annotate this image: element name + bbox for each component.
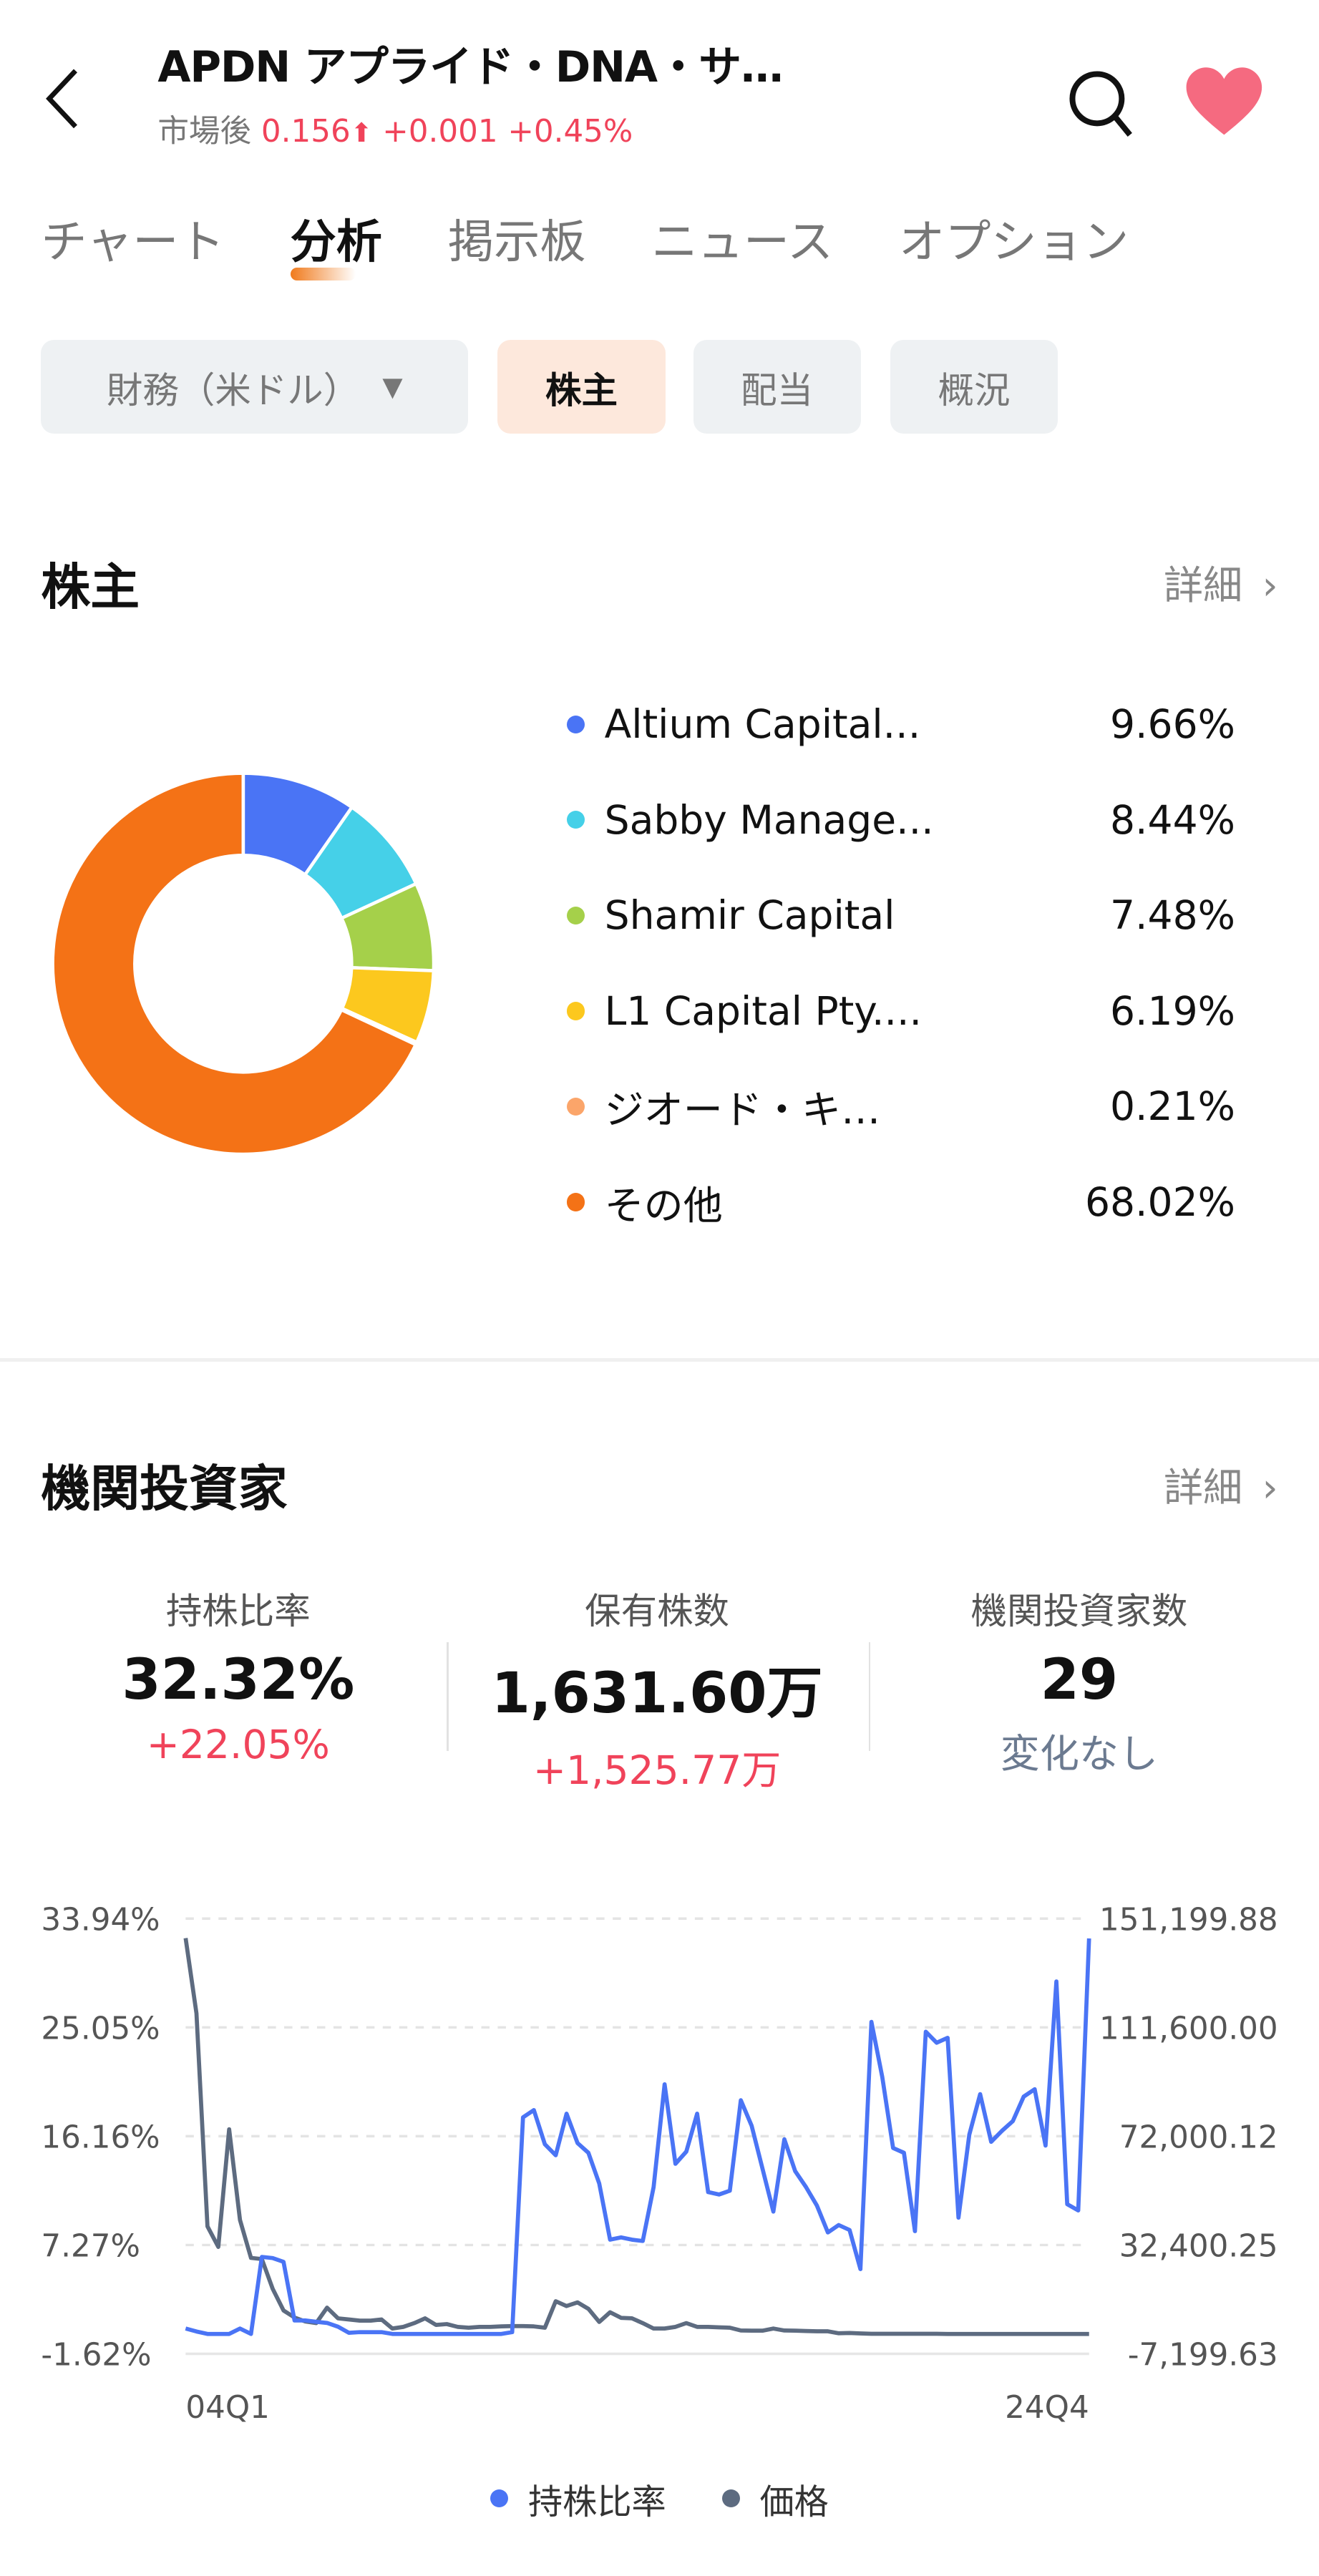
legend-dot <box>566 811 585 829</box>
shareholder-donut-chart <box>51 771 436 1156</box>
holder-pct: 9.66% <box>1110 701 1235 748</box>
section-divider <box>0 1358 1319 1362</box>
price-line: 市場後 0.156⬆ +0.001 +0.45% <box>157 105 633 151</box>
holder-name: ジオード・キ… <box>604 1087 881 1133</box>
chip-financials-dropdown[interactable]: 財務（米ドル） ▼ <box>41 340 469 434</box>
back-chevron-icon[interactable] <box>39 66 85 132</box>
dropdown-triangle-icon: ▼ <box>382 371 403 402</box>
chevron-right-icon: › <box>1262 1464 1278 1511</box>
right-tick-label: 32,400.25 <box>1119 2228 1278 2264</box>
legend-holding-ratio: 持株比率 <box>490 2474 666 2524</box>
tab-board[interactable]: 掲示板 <box>447 215 586 269</box>
holder-name: Altium Capital... <box>604 701 921 748</box>
stat-institution-count: 機関投資家数 29 変化なし <box>970 1590 1188 1777</box>
institution-line-chart: 33.94% 151,199.88 25.05% 111,600.00 16.16% 72… <box>41 1902 1278 2373</box>
stat-divider <box>869 1642 871 1751</box>
right-tick-label: 111,600.00 <box>1099 2011 1278 2046</box>
left-tick-label: 7.27% <box>41 2228 140 2264</box>
shareholders-title: 株主 <box>41 559 140 617</box>
legend-dot <box>566 1002 585 1020</box>
holder-name: その他 <box>604 1183 723 1229</box>
price-change: +0.001 <box>382 113 498 150</box>
legend-dot <box>566 1097 585 1116</box>
left-tick-label: 33.94% <box>41 1902 160 1938</box>
institutions-more-link[interactable]: 詳細 › <box>1163 1464 1278 1511</box>
holder-pct: 0.21% <box>1110 1083 1235 1130</box>
legend-dot <box>566 906 585 924</box>
tab-analysis[interactable]: 分析 <box>290 204 382 281</box>
shareholder-legend-item: その他 68.02% <box>566 1169 1235 1235</box>
session-label: 市場後 <box>157 113 252 150</box>
shareholder-legend-item: L1 Capital Pty.... 6.19% <box>566 978 1235 1044</box>
institutions-title: 機関投資家 <box>41 1460 288 1518</box>
chip-overview[interactable]: 概況 <box>890 340 1058 434</box>
holder-name: Sabby Manage... <box>604 796 934 843</box>
holder-pct: 68.02% <box>1084 1179 1235 1226</box>
chip-dividends[interactable]: 配当 <box>693 340 861 434</box>
tab-news[interactable]: ニュース <box>651 215 834 269</box>
chip-shareholders[interactable]: 株主 <box>497 340 666 434</box>
active-tab-indicator <box>290 268 356 281</box>
holding-ratio-line <box>185 1938 1091 2336</box>
shareholder-legend-item: Shamir Capital 7.48% <box>566 882 1235 948</box>
price: 0.156 <box>261 113 351 150</box>
tab-options[interactable]: オプション <box>898 215 1129 269</box>
x-label-last: 24Q4 <box>1005 2389 1089 2426</box>
chart-legend: 持株比率 価格 <box>0 2474 1319 2524</box>
up-arrow-icon: ⬆ <box>350 117 373 148</box>
legend-price: 価格 <box>721 2474 829 2524</box>
right-tick-label: -7,199.63 <box>1128 2337 1278 2373</box>
price-change-pct: +0.45% <box>507 113 633 150</box>
left-tick-label: -1.62% <box>41 2337 151 2373</box>
main-tabs: チャート 分析 掲示板 ニュース オプション <box>41 204 1194 281</box>
right-tick-label: 72,000.12 <box>1119 2119 1278 2155</box>
shareholder-legend-item: Altium Capital... 9.66% <box>566 691 1235 757</box>
stock-title: APDN アプライド・DNA・サ… <box>157 42 783 92</box>
holder-name: L1 Capital Pty.... <box>604 987 923 1034</box>
heart-icon[interactable] <box>1183 66 1265 138</box>
right-tick-label: 151,199.88 <box>1099 1902 1278 1938</box>
legend-dot <box>566 1193 585 1211</box>
stat-holding-ratio: 持株比率 32.32% +22.05% <box>122 1590 355 1768</box>
shareholder-legend-item: Sabby Manage... 8.44% <box>566 787 1235 853</box>
holder-pct: 7.48% <box>1110 892 1235 939</box>
holder-name: Shamir Capital <box>604 892 895 939</box>
x-label-first: 04Q1 <box>185 2389 270 2426</box>
price-line <box>183 1937 1089 2336</box>
left-tick-label: 16.16% <box>41 2119 160 2155</box>
stat-divider <box>447 1642 449 1751</box>
tab-chart[interactable]: チャート <box>41 215 225 269</box>
holder-pct: 6.19% <box>1110 987 1235 1034</box>
holder-pct: 8.44% <box>1110 796 1235 843</box>
search-icon[interactable] <box>1064 66 1140 142</box>
left-tick-label: 25.05% <box>41 2011 160 2046</box>
shareholders-more-link[interactable]: 詳細 › <box>1163 562 1278 609</box>
legend-dot <box>566 715 585 733</box>
chevron-right-icon: › <box>1262 562 1278 609</box>
stat-shares-held: 保有株数 1,631.60万 +1,525.77万 <box>491 1590 823 1794</box>
donut-slice <box>51 771 418 1156</box>
shareholder-legend-item: ジオード・キ… 0.21% <box>566 1074 1235 1140</box>
